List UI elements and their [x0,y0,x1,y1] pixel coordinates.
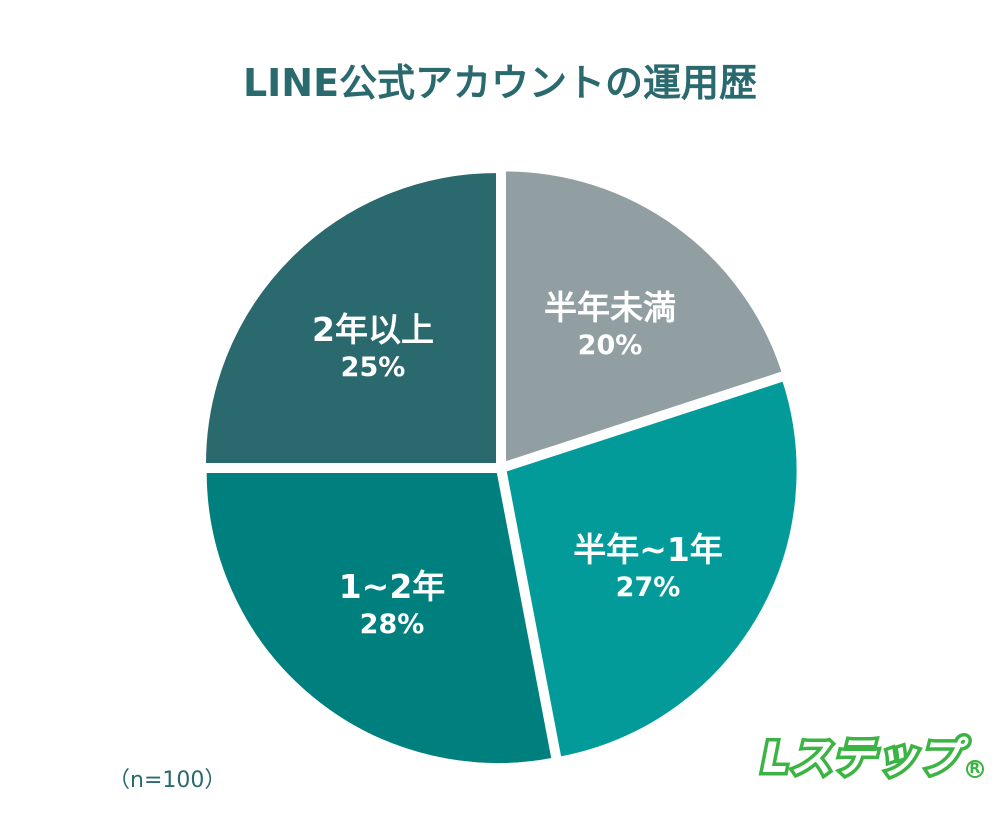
lstep-logo: Lステップ R [759,728,984,786]
pie-slice-over-two-years [203,170,498,465]
logo-text: Lステップ [759,730,965,786]
chart-title: LINE公式アカウントの運用歴 [242,61,758,105]
pie-slice-half-to-one-year [504,379,799,759]
sample-size-note: （n=100） [108,768,227,793]
slice-percent: 20% [577,330,643,361]
pie-slice-under-half-year [504,169,784,464]
slice-percent: 28% [359,609,425,640]
slice-percent: 25% [340,352,406,383]
slice-percent: 27% [615,572,681,603]
slice-label-half-to-one-year: 半年~1年 27% [573,530,723,606]
slice-label-under-half-year: 半年未満 20% [544,288,676,364]
slice-label-one-to-two-years: 1~2年 28% [339,567,446,643]
slice-category: 2年以上 [312,310,434,349]
slice-category: 1~2年 [338,567,446,606]
slice-category: 半年未満 [544,288,676,327]
slice-label-over-two-years: 2年以上 25% [312,310,434,386]
pie-slice-one-to-two-years [204,471,554,765]
slice-category: 半年~1年 [573,530,723,569]
registered-mark-icon: R [965,760,984,778]
